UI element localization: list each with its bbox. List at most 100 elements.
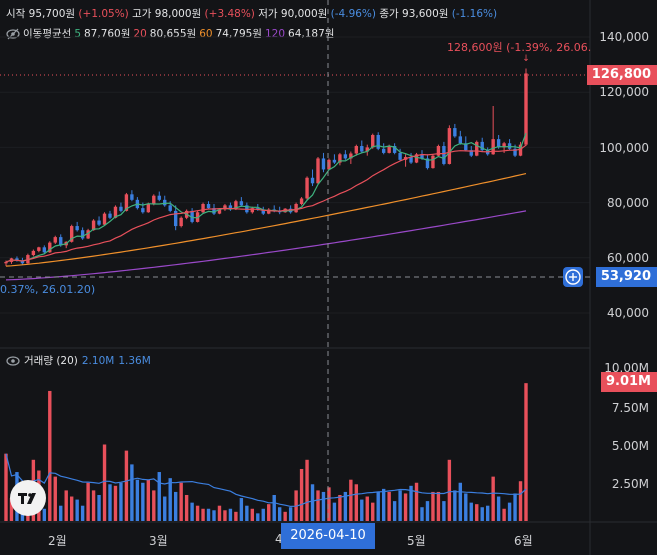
- candle: [37, 246, 41, 253]
- volume-value-tag: 9.01M: [600, 372, 657, 392]
- volume-bar: [371, 502, 375, 521]
- month-label-mar: 3월: [149, 534, 168, 548]
- candle-body: [299, 198, 304, 204]
- volume-bar: [469, 502, 473, 521]
- candle: [376, 132, 380, 151]
- candle-body: [354, 146, 359, 154]
- volume-bar: [496, 496, 501, 521]
- candle-body: [15, 258, 19, 261]
- volume-bar: [261, 508, 265, 521]
- volume-bar: [349, 479, 353, 521]
- volume-bar: [223, 510, 227, 521]
- volume-bar: [518, 481, 523, 521]
- price-tick-100000: 100,000: [599, 141, 649, 155]
- ma5-period: 5: [74, 27, 81, 40]
- high-change: (+3.48%): [204, 8, 255, 20]
- candle: [354, 144, 359, 156]
- volume-bar: [381, 488, 386, 521]
- candle: [294, 202, 298, 213]
- candle-body: [442, 146, 446, 164]
- candle-body: [469, 150, 473, 156]
- candle: [316, 157, 320, 184]
- candle: [223, 203, 227, 211]
- volume-tick-10m: 10.00M: [604, 361, 649, 375]
- candle-body: [228, 205, 233, 210]
- volume-visibility-icon[interactable]: [6, 354, 20, 368]
- volume-bar: [97, 494, 101, 521]
- candle: [48, 241, 52, 253]
- candle-body: [206, 203, 211, 209]
- crosshair-date-tag: 2026-04-10: [281, 523, 375, 549]
- ma20-line: [5, 144, 527, 263]
- volume-bar: [228, 508, 233, 521]
- candle: [480, 137, 484, 152]
- candle-body: [392, 146, 397, 153]
- candle-body: [381, 148, 386, 153]
- candle: [365, 144, 369, 156]
- add-alert-button[interactable]: [563, 267, 583, 287]
- candle: [321, 152, 326, 173]
- candle-body: [496, 139, 501, 148]
- volume-bar: [53, 476, 57, 521]
- volume-bar: [102, 444, 107, 521]
- candle-body: [20, 260, 25, 264]
- volume-bar: [414, 482, 419, 521]
- volume-tick-2-5m: 2.50M: [611, 477, 649, 491]
- candle-body: [190, 210, 194, 222]
- volume-ma-line: [5, 453, 527, 508]
- candle: [343, 150, 348, 160]
- candle-body: [124, 194, 129, 211]
- volume-bar: [75, 499, 79, 521]
- candle-body: [113, 206, 118, 218]
- volume-bar: [321, 491, 326, 521]
- candle-body: [261, 209, 265, 214]
- candle-body: [75, 226, 79, 231]
- candle: [190, 208, 194, 224]
- candle: [338, 152, 342, 166]
- candle-body: [316, 158, 320, 184]
- volume-bar: [277, 507, 282, 521]
- candle: [327, 158, 331, 171]
- volume-bar: [141, 482, 145, 521]
- candle-body: [387, 146, 391, 153]
- candle: [310, 169, 315, 187]
- candle: [163, 195, 167, 207]
- volume-bar: [42, 508, 47, 521]
- candle-body: [475, 141, 479, 156]
- candle-body: [349, 153, 353, 159]
- candle-body: [173, 210, 178, 227]
- volume-bar: [108, 484, 112, 521]
- candle-body: [4, 261, 8, 264]
- candle-body: [338, 154, 342, 163]
- candle-body: [327, 159, 331, 170]
- candle-body: [376, 134, 380, 149]
- candle-body: [59, 237, 63, 246]
- volume-bar: [91, 490, 96, 521]
- candle-body: [371, 134, 375, 148]
- volume-bar: [250, 508, 255, 521]
- candle-body: [480, 141, 484, 151]
- candle: [239, 197, 244, 207]
- volume-bar: [283, 511, 287, 521]
- tradingview-logo[interactable]: [10, 480, 46, 516]
- volume-bar: [64, 490, 68, 521]
- max-price-marker: ↓: [522, 54, 530, 64]
- candle: [53, 235, 57, 244]
- candle-body: [425, 158, 430, 169]
- candle: [179, 216, 183, 228]
- volume-bar: [442, 501, 446, 521]
- volume-bar: [48, 390, 52, 521]
- volume-bar: [179, 482, 183, 521]
- volume-bar: [480, 507, 484, 521]
- candle: [201, 202, 205, 214]
- volume-bar: [387, 491, 391, 521]
- candle: [69, 224, 74, 243]
- candle: [524, 68, 528, 147]
- high-value: 98,000원: [154, 8, 202, 20]
- volume-bar: [217, 505, 222, 521]
- volume-bar: [288, 507, 293, 521]
- close-value: 93,600원: [402, 8, 449, 20]
- open-label: 시작: [6, 8, 26, 20]
- low-value: 90,000원: [280, 8, 328, 20]
